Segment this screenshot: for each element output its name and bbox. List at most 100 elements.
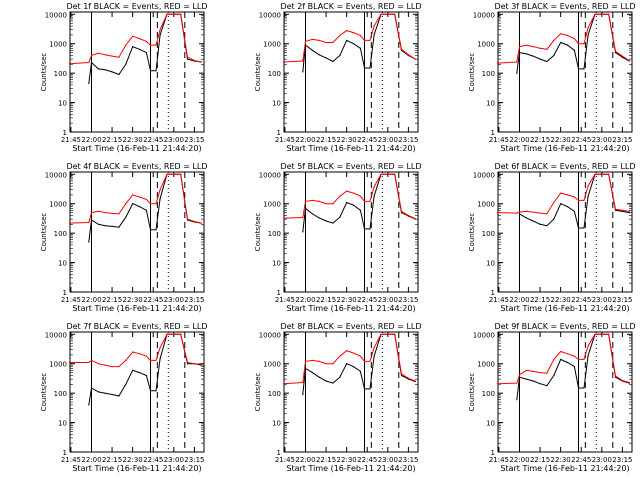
panel-8-point-events bbox=[318, 376, 320, 378]
panel-6-point-lld bbox=[532, 211, 534, 213]
panel-8-ytick-label: 10000 bbox=[259, 331, 281, 339]
panel-7-xtick-label: 22:45 bbox=[143, 456, 163, 464]
panel-6-point-lld bbox=[566, 194, 569, 196]
panel-3-ytick-label: 10 bbox=[486, 100, 495, 108]
panel-7-point-events bbox=[125, 383, 127, 385]
panel-2-point-lld bbox=[400, 48, 403, 50]
panel-5-point-events bbox=[302, 231, 304, 233]
panel-9-xtick-label: 22:30 bbox=[551, 456, 571, 464]
panel-1-point-events bbox=[104, 69, 106, 71]
panel-6-point-events bbox=[518, 213, 521, 215]
panel-1-point-events bbox=[125, 63, 127, 65]
panel-3-point-lld bbox=[577, 43, 580, 45]
panel-5-xtick-label: 23:15 bbox=[398, 296, 418, 304]
panel-3-point-lld bbox=[601, 13, 603, 15]
panel-8-point-events bbox=[302, 393, 304, 396]
panel-6-point-lld bbox=[587, 185, 589, 187]
panel-4-point-lld bbox=[173, 173, 175, 175]
panel-2-xtick-label: 22:30 bbox=[337, 136, 357, 144]
panel-4-point-lld bbox=[145, 198, 147, 200]
panel-9-point-lld bbox=[532, 370, 534, 372]
panel-6-point-lld bbox=[516, 212, 518, 214]
panel-3-series-lld bbox=[497, 13, 630, 64]
panel-1-point-lld bbox=[111, 55, 113, 57]
panel-6-point-events bbox=[573, 210, 576, 212]
panel-4-point-events bbox=[111, 225, 113, 227]
panel-7-point-events bbox=[104, 392, 106, 394]
panel-2-point-events bbox=[363, 67, 366, 69]
panel-2-point-events bbox=[339, 54, 341, 57]
panel-2-frame bbox=[283, 11, 419, 133]
panel-7-xtick-label: 22:15 bbox=[102, 456, 122, 464]
panel-1-point-events bbox=[155, 70, 157, 72]
panel-5-point-events bbox=[363, 228, 366, 230]
panel-9-point-events bbox=[587, 354, 589, 357]
panel-6-title: Det 6f BLACK = Events, RED = LLD bbox=[494, 162, 635, 171]
panel-7-point-lld bbox=[166, 333, 168, 335]
panel-8-point-lld bbox=[302, 381, 304, 384]
panel-5-point-events bbox=[352, 204, 355, 206]
panel-2-xtick-label: 22:00 bbox=[295, 136, 315, 144]
panel-5-point-lld bbox=[414, 218, 416, 220]
panel-4-point-events bbox=[159, 198, 161, 200]
panel-8-title: Det 8f BLACK = Events, RED = LLD bbox=[280, 322, 421, 331]
panel-5-ytick-label: 10 bbox=[272, 260, 281, 268]
panel-4-point-lld bbox=[200, 222, 202, 224]
panel-6-point-events bbox=[621, 210, 624, 212]
panel-3-point-events bbox=[614, 52, 617, 54]
panel-5-point-lld bbox=[387, 173, 389, 175]
panel-3-point-lld bbox=[583, 43, 585, 45]
panel-2-point-events bbox=[369, 67, 371, 69]
panel-4-point-lld bbox=[193, 220, 195, 223]
panel-2-xtick-label: 22:45 bbox=[357, 136, 377, 144]
panel-1-title: Det 1f BLACK = Events, RED = LLD bbox=[66, 2, 207, 11]
panel-4-point-events bbox=[118, 226, 120, 228]
panel-4-point-lld bbox=[97, 210, 99, 212]
panel-1-point-lld bbox=[118, 56, 120, 58]
panel-7-point-lld bbox=[186, 361, 189, 364]
panel-8-point-lld bbox=[380, 333, 382, 335]
panel-5-point-events bbox=[339, 216, 341, 218]
panel-5-point-lld bbox=[325, 203, 327, 205]
panel-7-title: Det 7f BLACK = Events, RED = LLD bbox=[66, 322, 207, 331]
panel-6-point-events bbox=[532, 220, 534, 222]
panel-3-point-events bbox=[566, 44, 569, 46]
panel-8-xlabel: Start Time (16-Feb-11 21:44:20) bbox=[286, 464, 415, 473]
panel-4-title: Det 4f BLACK = Events, RED = LLD bbox=[66, 162, 207, 171]
panel-7-point-events bbox=[90, 387, 93, 389]
panel-3-point-lld bbox=[566, 34, 569, 37]
panel-8-point-events bbox=[400, 374, 403, 377]
panel-1-ytick-label: 1 bbox=[63, 129, 67, 137]
panel-3-point-lld bbox=[546, 48, 548, 50]
panel-9-ytick-label: 10000 bbox=[473, 331, 495, 339]
panel-5-xtick-label: 23:00 bbox=[378, 296, 398, 304]
panel-3-point-events bbox=[553, 54, 555, 57]
panel-1-point-events bbox=[138, 48, 141, 50]
panel-4-xlabel: Start Time (16-Feb-11 21:44:20) bbox=[72, 304, 201, 313]
panel-9-xtick-label: 22:00 bbox=[509, 456, 529, 464]
panel-8-point-events bbox=[325, 380, 327, 382]
panel-9-point-lld bbox=[573, 355, 576, 357]
panel-3-point-events bbox=[539, 58, 541, 60]
panel-4-ylabel: Counts/sec bbox=[40, 213, 48, 252]
panel-4-point-lld bbox=[104, 212, 106, 214]
panel-5-xtick-label: 22:15 bbox=[316, 296, 336, 304]
panel-6-xtick-label: 23:00 bbox=[592, 296, 612, 304]
panel-4-series-lld bbox=[69, 173, 202, 224]
panel-9-point-events bbox=[553, 374, 555, 377]
panel-5-point-lld bbox=[311, 199, 313, 201]
panel-2-series-lld bbox=[283, 13, 416, 63]
panel-1-series-lld bbox=[69, 13, 202, 65]
panel-7-point-events bbox=[186, 363, 189, 365]
panel-1-xtick-label: 23:00 bbox=[164, 136, 184, 144]
panel-4-point-events bbox=[125, 216, 127, 218]
panel-6-point-lld bbox=[525, 210, 528, 212]
panel-6-point-lld bbox=[594, 173, 596, 175]
panel-3-ytick-label: 100 bbox=[482, 70, 495, 78]
panel-7-point-lld bbox=[104, 364, 106, 366]
panel-7-ylabel: Counts/sec bbox=[40, 373, 48, 412]
panel-9-point-lld bbox=[496, 383, 499, 385]
panel-6-point-events bbox=[566, 206, 569, 208]
panel-6-point-lld bbox=[577, 199, 580, 201]
panel-2-point-lld bbox=[394, 13, 396, 15]
